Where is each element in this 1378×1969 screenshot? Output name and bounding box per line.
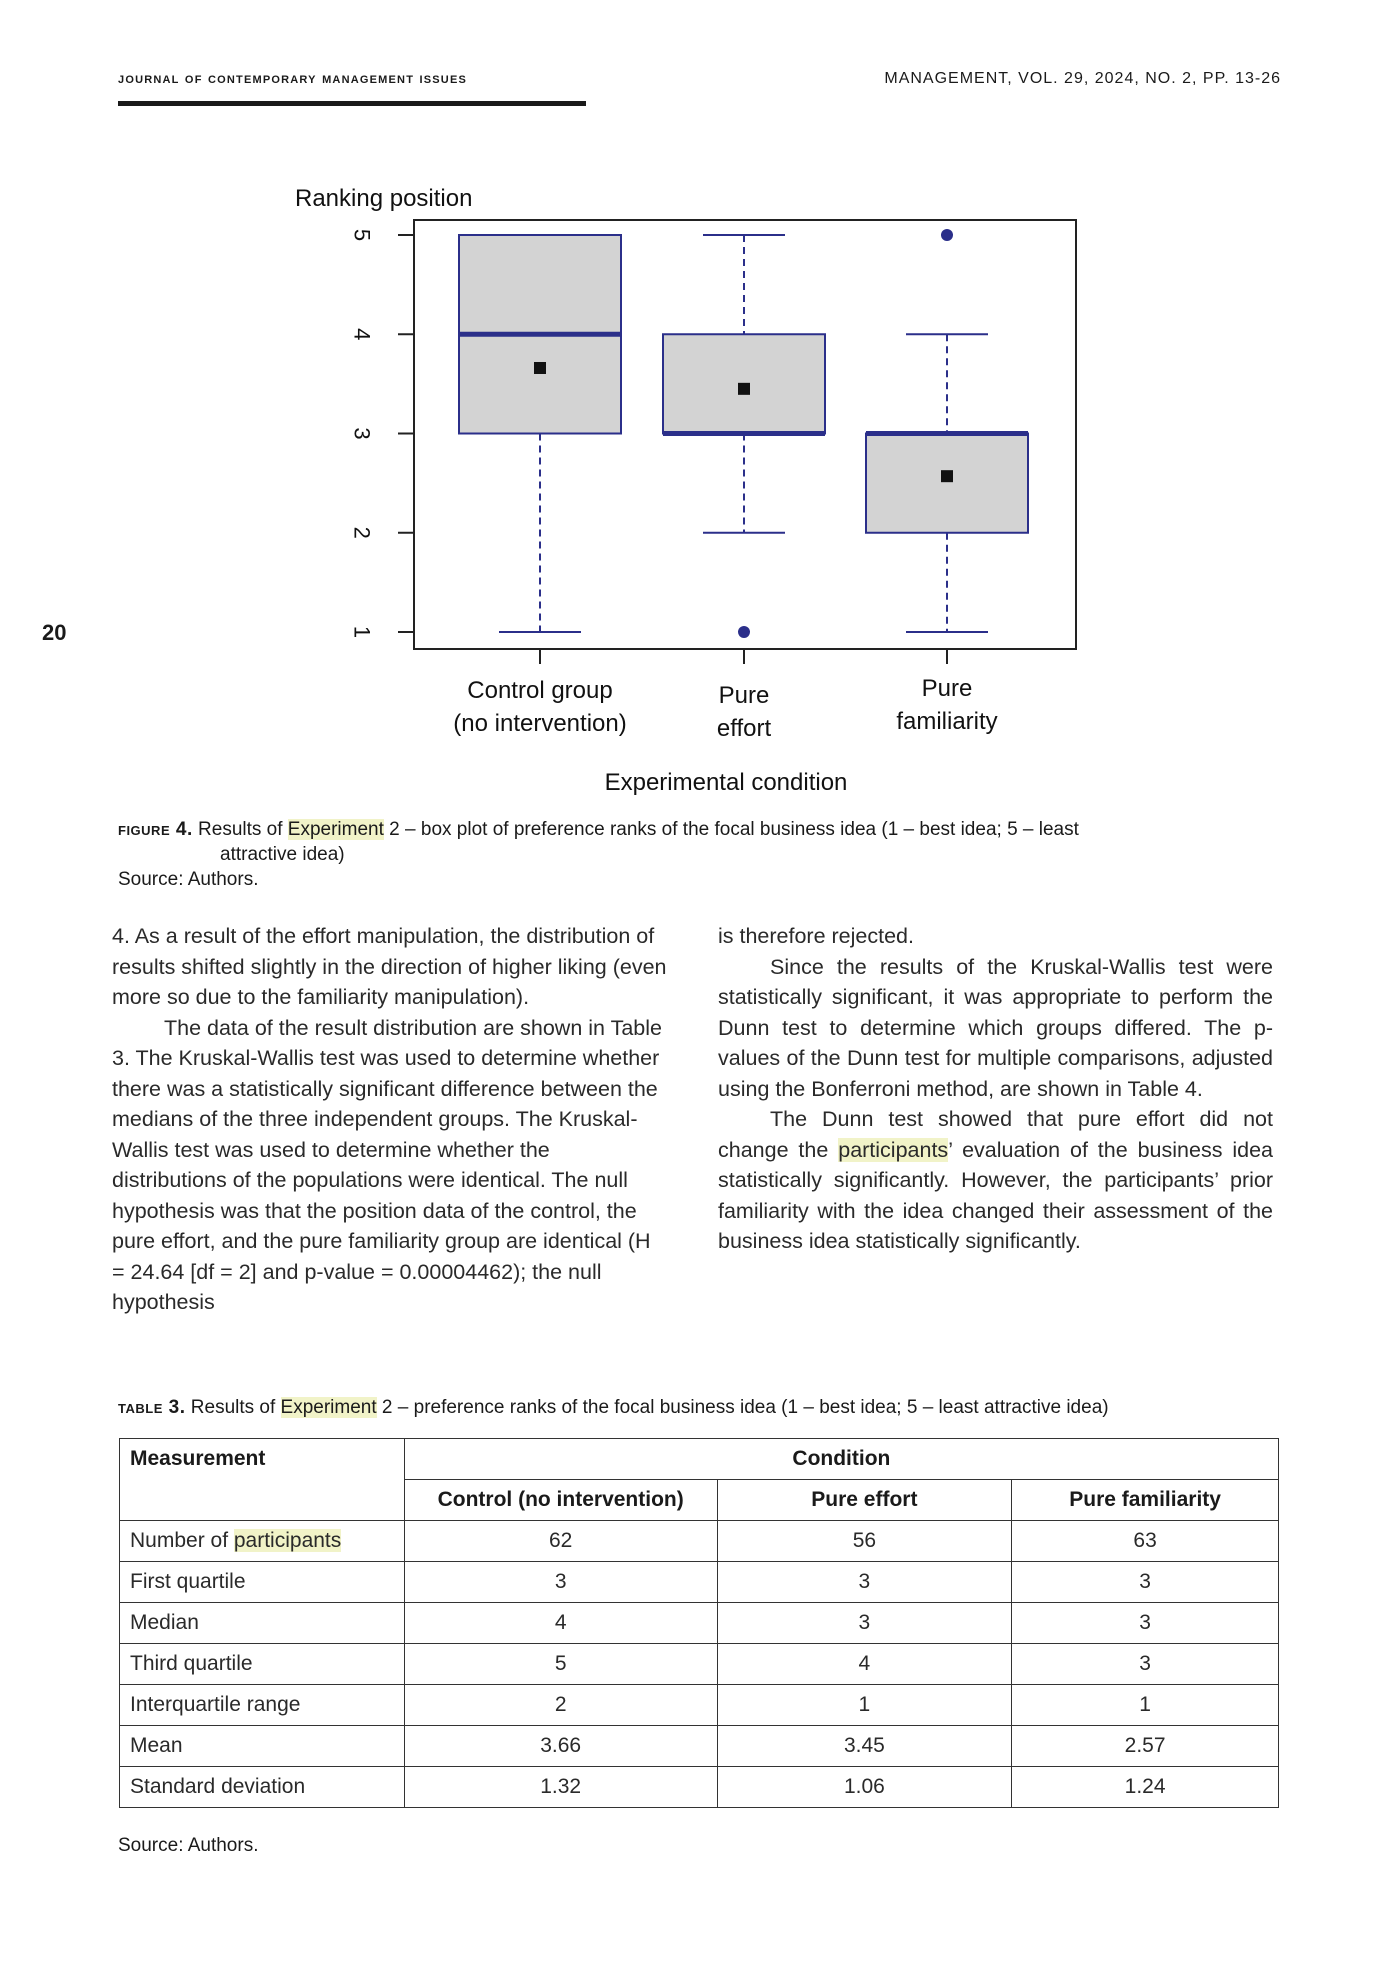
row-label: Interquartile range — [119, 1684, 405, 1726]
text-span: Number of — [130, 1529, 234, 1552]
table-cell: 3.66 — [403, 1725, 718, 1767]
page-number: 20 — [42, 620, 67, 645]
table-cell: 3 — [1011, 1643, 1279, 1685]
figure-caption: FIGURE 4. Results of Experiment 2 – box … — [118, 817, 1288, 892]
highlighted-term: participants — [233, 1529, 342, 1552]
table-cell: 3 — [716, 1602, 1013, 1644]
header-rule — [118, 101, 586, 106]
mean-marker — [738, 382, 750, 395]
highlighted-term: participants — [838, 1137, 949, 1162]
x-tick-label: Control group — [467, 677, 612, 704]
table-row: Third quartile 5 4 3 — [119, 1643, 1279, 1685]
table-source: Source: Authors. — [118, 1835, 259, 1856]
table-cell: 3 — [403, 1561, 718, 1603]
column-header: Pure effort — [716, 1479, 1013, 1521]
y-axis-label: Ranking position — [295, 185, 472, 212]
issue-info: MANAGEMENT, VOL. 29, 2024, NO. 2, PP. 13… — [884, 70, 1281, 87]
table-cell: 1 — [1011, 1684, 1279, 1726]
box-2 — [662, 234, 826, 638]
figure-source: Source: Authors. — [118, 869, 259, 890]
figure-caption-pre: Results of — [198, 819, 288, 840]
table-cell: 56 — [716, 1520, 1013, 1562]
mean-marker — [534, 361, 546, 374]
table-row: Number of participants 62 56 63 — [119, 1520, 1279, 1562]
box-1 — [458, 234, 622, 633]
condition-header: Condition — [403, 1438, 1280, 1480]
table-cell: 3.45 — [716, 1725, 1013, 1767]
paragraph: The data of the result distribution are … — [112, 1015, 662, 1315]
figure-label: FIGURE 4. — [118, 819, 193, 840]
row-label: Median — [119, 1602, 405, 1644]
table-subheader-row: Control (no intervention) Pure effort Pu… — [120, 1479, 1279, 1521]
table-cell: 1.32 — [403, 1766, 718, 1808]
paragraph: The Dunn test showed that pure effort di… — [718, 1104, 1273, 1257]
paragraph: is therefore rejected. — [718, 924, 914, 948]
x-tick-label: Pure — [719, 682, 770, 709]
body-left-column: 4. As a result of the effort manipulatio… — [112, 921, 667, 1318]
table-header-row: Measurement Condition — [119, 1438, 1280, 1521]
journal-title: JOURNAL OF CONTEMPORARY MANAGEMENT ISSUE… — [118, 70, 468, 87]
outlier-point — [738, 626, 750, 638]
table-row: Median 4 3 3 — [119, 1602, 1279, 1644]
table-cell: 3 — [716, 1561, 1013, 1603]
column-header: Control (no intervention) — [403, 1479, 718, 1521]
row-label: Third quartile — [119, 1643, 405, 1685]
table-row: Interquartile range 2 1 1 — [119, 1684, 1279, 1726]
y-tick-label: 1 — [350, 626, 375, 638]
table-cell: 5 — [403, 1643, 718, 1685]
figure-caption-cont: attractive idea) — [220, 844, 345, 865]
table-caption-highlight: Experiment — [280, 1397, 377, 1418]
box-plot-figure: Ranking position 1 2 3 4 5 Control group (no … — [295, 185, 1077, 796]
figure-caption-highlight: Experiment — [287, 819, 384, 840]
x-tick-label: (no intervention) — [453, 710, 626, 737]
box-3 — [865, 229, 1029, 633]
text-span: ’ evaluation of the business idea statis… — [718, 1137, 1273, 1254]
paragraph: Since the results of the Kruskal-Wallis … — [718, 954, 1273, 1101]
table-row: Mean 3.66 3.45 2.57 — [119, 1725, 1279, 1767]
box-series — [458, 229, 1029, 638]
x-axis-label: Experimental condition — [605, 769, 848, 796]
table-cell: 1.24 — [1011, 1766, 1279, 1808]
outlier-point — [941, 229, 953, 241]
row-label: First quartile — [119, 1561, 405, 1603]
table-caption-post: 2 – preference ranks of the focal busine… — [376, 1397, 1109, 1418]
table-cell: 3 — [1011, 1602, 1279, 1644]
y-tick-label: 2 — [350, 527, 375, 539]
iqr-box — [865, 432, 1029, 534]
table-cell: 3 — [1011, 1561, 1279, 1603]
table-cell: 4 — [716, 1643, 1013, 1685]
body-right-column: is therefore rejected. Since the results… — [718, 921, 1273, 1257]
text-span: The Dunn test showed that pure effort di… — [718, 1107, 1273, 1162]
row-label: Standard deviation — [119, 1766, 405, 1808]
table-row: Standard deviation 1.32 1.06 1.24 — [119, 1766, 1279, 1808]
measurement-header: Measurement — [119, 1438, 405, 1521]
x-tick-label: Pure — [922, 675, 973, 702]
mean-marker — [941, 470, 953, 483]
figure-caption-post: 2 – box plot of preference ranks of the … — [383, 819, 1079, 840]
column-header: Pure familiarity — [1011, 1479, 1279, 1521]
table-cell: 1 — [716, 1684, 1013, 1726]
x-axis: Control group (no intervention) Pure effort… — [453, 649, 998, 742]
table-cell: 4 — [403, 1602, 718, 1644]
y-tick-label: 5 — [350, 229, 375, 241]
y-tick-label: 3 — [350, 427, 375, 439]
row-label: Number of participants — [119, 1520, 405, 1562]
table-caption-pre: Results of — [190, 1397, 281, 1418]
y-tick-label: 4 — [350, 328, 375, 340]
table-cell: 2 — [403, 1684, 718, 1726]
paragraph: 4. As a result of the effort manipulatio… — [112, 924, 667, 1009]
x-tick-label: familiarity — [896, 708, 997, 735]
table-caption: TABLE 3. Results of Experiment 2 – prefe… — [118, 1397, 1298, 1419]
table-cell: 1.06 — [716, 1766, 1013, 1808]
table-row: First quartile 3 3 3 — [119, 1561, 1279, 1603]
table-cell: 63 — [1011, 1520, 1279, 1562]
table-cell: 62 — [403, 1520, 718, 1562]
table-label: TABLE 3. — [118, 1397, 186, 1418]
y-axis: 1 2 3 4 5 — [350, 229, 414, 638]
table-cell: 2.57 — [1011, 1725, 1279, 1767]
x-tick-label: effort — [717, 715, 772, 742]
results-table: Measurement Condition Control (no interv… — [119, 1438, 1280, 1808]
row-label: Mean — [119, 1725, 405, 1767]
